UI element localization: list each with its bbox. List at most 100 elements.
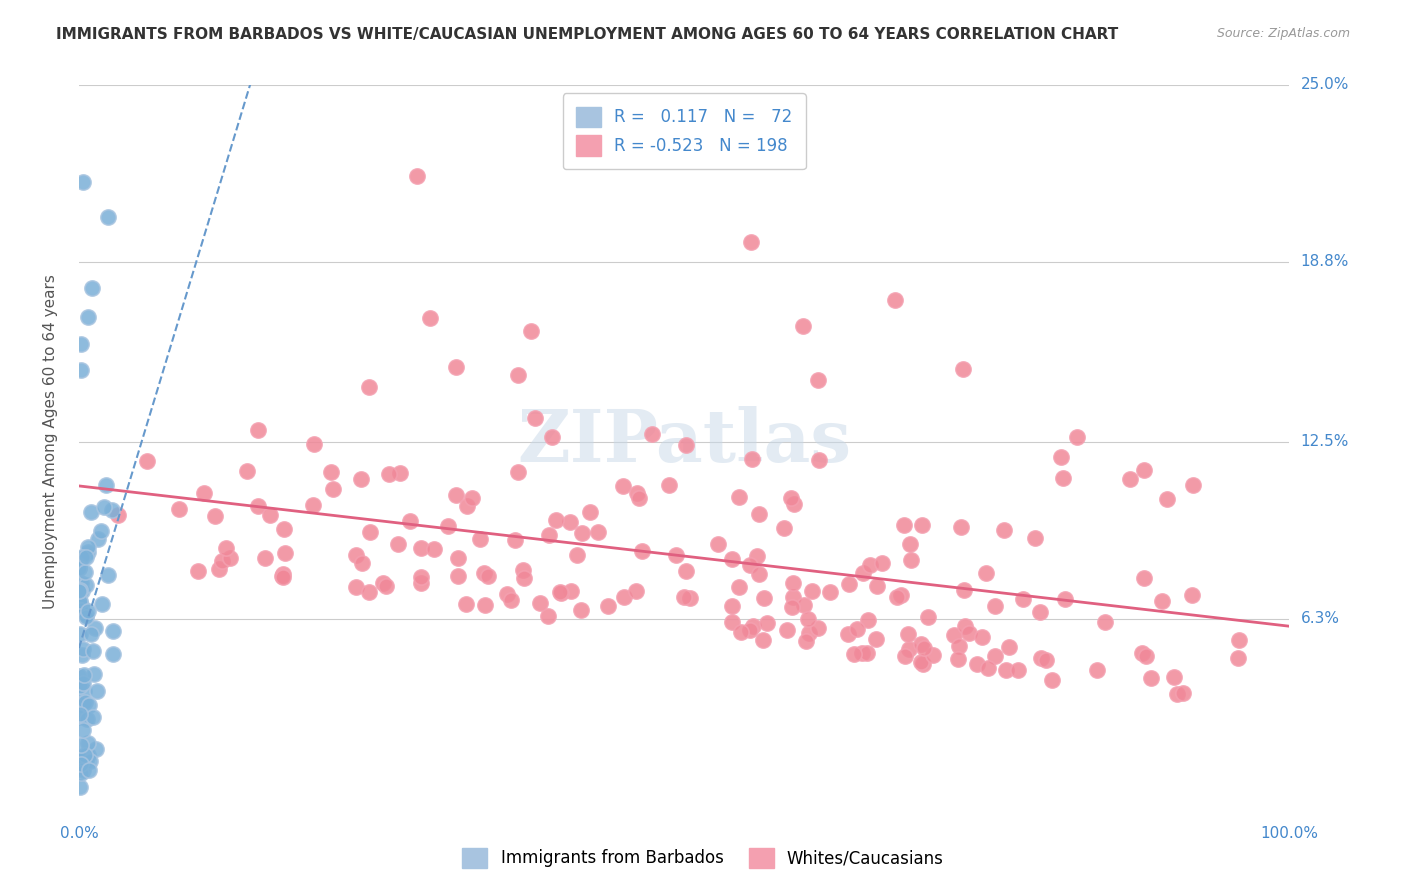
Point	[1024, 531, 1046, 545]
Point	[75, 609, 97, 624]
Point	[974, 566, 997, 581]
Point	[727, 490, 749, 504]
Point	[741, 452, 763, 467]
Point	[641, 427, 664, 442]
Point	[73, 684, 96, 698]
Point	[910, 637, 932, 651]
Point	[993, 523, 1015, 537]
Point	[359, 525, 381, 540]
Point	[79, 698, 101, 713]
Point	[69, 603, 91, 617]
Point	[797, 611, 820, 625]
Point	[75, 578, 97, 592]
Point	[807, 373, 830, 387]
Point	[67, 592, 90, 607]
Point	[73, 668, 96, 682]
Point	[444, 488, 467, 502]
Point	[883, 293, 905, 307]
Point	[852, 566, 875, 581]
Point	[893, 648, 915, 663]
Point	[456, 499, 478, 513]
Point	[77, 736, 100, 750]
Point	[73, 748, 96, 763]
Text: Source: ZipAtlas.com: Source: ZipAtlas.com	[1216, 27, 1350, 40]
Point	[97, 568, 120, 582]
Point	[301, 498, 323, 512]
Point	[436, 519, 458, 533]
Point	[208, 561, 231, 575]
Point	[302, 437, 325, 451]
Point	[93, 500, 115, 514]
Point	[271, 569, 294, 583]
Point	[389, 467, 412, 481]
Point	[752, 591, 775, 605]
Point	[477, 568, 499, 582]
Point	[67, 561, 90, 575]
Point	[75, 550, 97, 565]
Point	[1181, 477, 1204, 491]
Point	[520, 324, 543, 338]
Point	[274, 546, 297, 560]
Point	[773, 521, 796, 535]
Point	[193, 486, 215, 500]
Point	[373, 575, 395, 590]
Point	[571, 526, 593, 541]
Point	[596, 599, 619, 614]
Point	[80, 505, 103, 519]
Point	[73, 695, 96, 709]
Point	[90, 524, 112, 538]
Point	[1031, 650, 1053, 665]
Point	[523, 411, 546, 425]
Point	[741, 619, 763, 633]
Point	[219, 551, 242, 566]
Point	[76, 712, 98, 726]
Point	[409, 541, 432, 555]
Point	[77, 544, 100, 558]
Point	[72, 698, 94, 712]
Text: 0.0%: 0.0%	[59, 826, 98, 841]
Point	[357, 380, 380, 394]
Point	[1012, 591, 1035, 606]
Point	[957, 626, 980, 640]
Point	[998, 640, 1021, 654]
Point	[994, 663, 1017, 677]
Point	[69, 337, 91, 351]
Point	[73, 565, 96, 579]
Point	[76, 747, 98, 762]
Point	[950, 519, 973, 533]
Point	[720, 615, 742, 630]
Point	[911, 657, 934, 671]
Point	[350, 557, 373, 571]
Point	[75, 608, 97, 623]
Point	[70, 598, 93, 612]
Point	[1085, 663, 1108, 677]
Point	[1094, 615, 1116, 629]
Point	[782, 590, 804, 604]
Point	[94, 477, 117, 491]
Point	[69, 679, 91, 693]
Point	[506, 465, 529, 479]
Point	[254, 551, 277, 566]
Text: IMMIGRANTS FROM BARBADOS VS WHITE/CAUCASIAN UNEMPLOYMENT AMONG AGES 60 TO 64 YEA: IMMIGRANTS FROM BARBADOS VS WHITE/CAUCAS…	[56, 27, 1119, 42]
Point	[69, 627, 91, 641]
Point	[893, 517, 915, 532]
Point	[898, 642, 921, 657]
Point	[966, 657, 988, 671]
Point	[658, 478, 681, 492]
Point	[1132, 571, 1154, 585]
Point	[569, 602, 592, 616]
Point	[955, 619, 977, 633]
Point	[344, 548, 367, 562]
Point	[322, 482, 344, 496]
Point	[1171, 686, 1194, 700]
Point	[422, 541, 444, 556]
Point	[273, 523, 295, 537]
Point	[911, 518, 934, 533]
Point	[977, 661, 1000, 675]
Point	[67, 669, 90, 683]
Point	[72, 723, 94, 737]
Point	[1050, 450, 1073, 465]
Point	[69, 754, 91, 768]
Point	[375, 579, 398, 593]
Point	[1133, 463, 1156, 477]
